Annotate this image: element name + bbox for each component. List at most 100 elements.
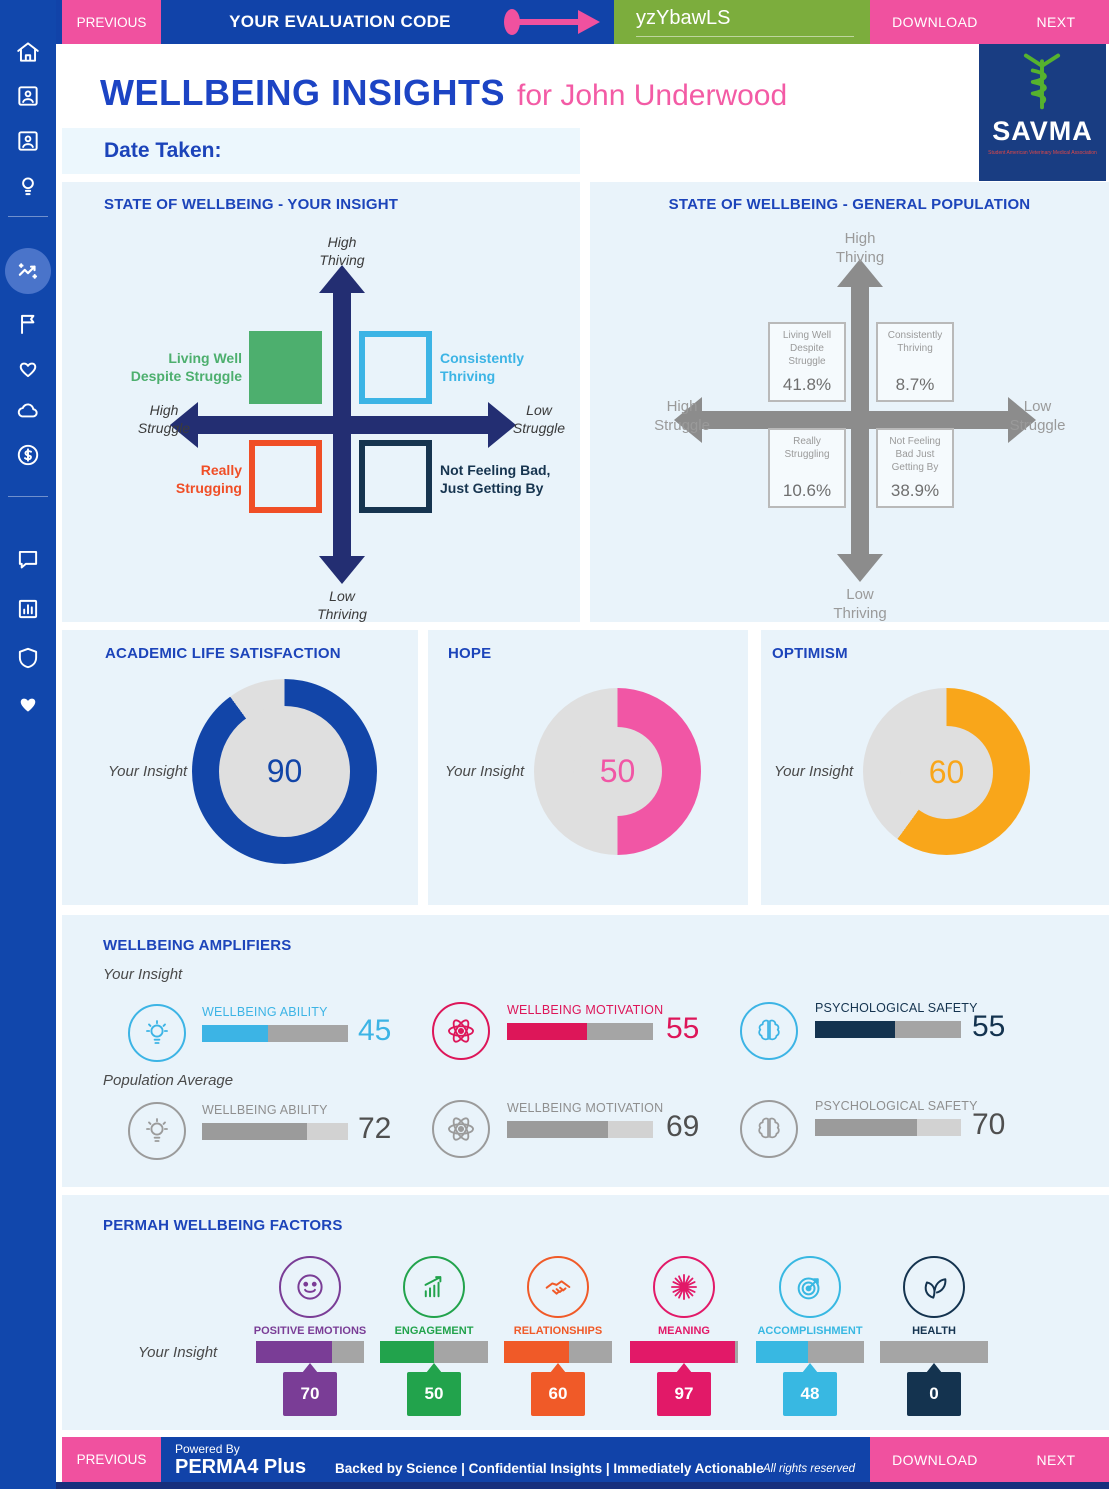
motivation-bar <box>507 1023 653 1040</box>
axis-right-label: Low Struggle <box>512 402 566 436</box>
atom-icon <box>448 1117 474 1141</box>
ability-icon-circle-pop <box>128 1102 186 1160</box>
axis-left-label: High Struggle <box>137 402 191 436</box>
quadrant-square-getting-by <box>359 440 432 513</box>
sidebar-item-goals[interactable] <box>15 311 41 337</box>
quadrant-label-thriving: Consistently Thriving <box>440 350 525 384</box>
profile-card-icon <box>18 86 38 106</box>
sidebar-divider <box>8 216 48 217</box>
relationships-label: RELATIONSHIPS <box>513 1325 603 1337</box>
caduceus-icon <box>1023 53 1061 110</box>
positive-emotions-pointer <box>302 1363 318 1373</box>
accomplishment-value: 48 <box>783 1372 837 1416</box>
donut-optimism-value: 60 <box>900 726 993 819</box>
accomplishment-label: ACCOMPLISHMENT <box>757 1325 863 1337</box>
footer-bar: Powered By PERMA4 Plus Backed by Science… <box>161 1437 870 1482</box>
insight-quadrant-title: STATE OF WELLBEING - YOUR INSIGHT <box>104 196 399 213</box>
quadrant-label-getting-by: Not Feeling Bad, Just Getting By <box>440 462 551 496</box>
sidebar-item-profile[interactable] <box>15 83 41 109</box>
savma-logo: SAVMA Student American Veterinary Medica… <box>979 44 1106 181</box>
motivation-value: 55 <box>666 1012 700 1045</box>
brain-icon <box>758 1019 780 1041</box>
evaluation-code-box[interactable]: yzYbawLS <box>614 0 870 44</box>
population-box-living-well: Living Well Despite Struggle 41.8% <box>768 322 846 402</box>
lightbulb-icon <box>146 1118 168 1142</box>
health-circle <box>903 1256 965 1318</box>
population-cross-horizontal <box>702 411 1008 429</box>
positive-emotions-value: 70 <box>283 1372 337 1416</box>
meaning-bar <box>630 1341 738 1363</box>
powered-by-label: Powered By <box>175 1442 240 1456</box>
flag-icon <box>21 314 35 334</box>
axis-top-label: High Thiving <box>835 230 885 266</box>
optimism-title: OPTIMISM <box>772 645 848 662</box>
next-button-footer[interactable]: NEXT <box>1036 1451 1076 1468</box>
population-box-thriving: Consistently Thriving 8.7% <box>876 322 954 402</box>
sidebar <box>0 0 56 1489</box>
ability-value: 45 <box>358 1014 392 1047</box>
ability-label-pop: WELLBEING ABILITY <box>202 1103 328 1117</box>
arrow-right-icon <box>1008 397 1036 443</box>
lightbulb-icon <box>146 1020 168 1044</box>
population-quadrant-title: STATE OF WELLBEING - GENERAL POPULATION <box>668 196 1031 213</box>
population-box-getting-by: Not Feeling Bad Just Getting By 38.9% <box>876 428 954 508</box>
ability-value-pop: 72 <box>358 1112 392 1145</box>
academic-satisfaction-title: ACADEMIC LIFE SATISFACTION <box>105 645 341 662</box>
evaluation-code-value[interactable]: yzYbawLS <box>636 7 731 29</box>
previous-button-top[interactable]: PREVIOUS <box>62 0 161 44</box>
motivation-label: WELLBEING MOTIVATION <box>507 1003 664 1017</box>
date-taken-label: Date Taken: <box>104 139 222 162</box>
sidebar-item-insights-active[interactable] <box>5 248 51 294</box>
sidebar-item-favorites[interactable] <box>15 690 41 716</box>
top-bar-right <box>870 0 1109 44</box>
axis-right-label: Low Struggle <box>1009 398 1066 434</box>
ability-bar-pop <box>202 1123 348 1140</box>
permah-row-label: Your Insight <box>138 1344 218 1361</box>
growth-chart-icon <box>424 1276 442 1298</box>
next-button-top[interactable]: NEXT <box>1036 14 1076 30</box>
rights-label: All rights reserved <box>763 1463 856 1475</box>
engagement-circle <box>403 1256 465 1318</box>
chat-icon <box>18 550 38 569</box>
shield-icon <box>18 647 38 669</box>
savma-wordmark: SAVMA <box>992 116 1093 146</box>
sidebar-item-wellbeing[interactable] <box>15 355 41 381</box>
health-pointer <box>926 1363 942 1373</box>
heart-filled-icon <box>20 698 36 712</box>
download-button-footer[interactable]: DOWNLOAD <box>892 1451 978 1468</box>
quadrant-label-living-well: Living Well Despite Struggle <box>130 350 242 384</box>
report-icon <box>18 599 38 619</box>
cloud-icon <box>17 403 38 418</box>
relationships-pointer <box>550 1363 566 1373</box>
sidebar-item-finance[interactable] <box>15 442 41 468</box>
dollar-icon <box>17 444 39 466</box>
arrow-shaft <box>516 19 578 25</box>
axis-left-label: High Struggle <box>654 398 710 434</box>
sidebar-item-chat[interactable] <box>15 546 41 572</box>
sidebar-item-privacy[interactable] <box>15 645 41 671</box>
safety-value: 55 <box>972 1010 1006 1043</box>
download-button-top[interactable]: DOWNLOAD <box>892 14 978 30</box>
sidebar-item-reports[interactable] <box>15 596 41 622</box>
donut-row-label: Your Insight <box>108 763 188 780</box>
positive-emotions-circle <box>279 1256 341 1318</box>
profile-card-2-icon <box>18 131 38 151</box>
sidebar-item-profile-2[interactable] <box>15 128 41 154</box>
sidebar-item-cloud[interactable] <box>15 398 41 424</box>
sidebar-item-ideas[interactable] <box>15 173 41 199</box>
ability-bar <box>202 1025 348 1042</box>
page-title: WELLBEING INSIGHTS <box>100 72 505 113</box>
hope-title: HOPE <box>448 645 492 662</box>
arrow-down-icon <box>319 556 365 584</box>
health-value: 0 <box>907 1372 961 1416</box>
arrow-right-icon <box>488 402 516 448</box>
ability-label: WELLBEING ABILITY <box>202 1005 328 1019</box>
population-value: 38.9% <box>890 481 940 500</box>
population-value: 41.8% <box>782 375 832 394</box>
positive-emotions-label: POSITIVE EMOTIONS <box>253 1325 367 1337</box>
accomplishment-bar <box>756 1341 864 1363</box>
previous-button-footer[interactable]: PREVIOUS <box>62 1437 161 1482</box>
sidebar-item-home[interactable] <box>15 39 41 65</box>
donut-row-label: Your Insight <box>445 763 525 780</box>
donut-hope-value: 50 <box>573 727 662 816</box>
